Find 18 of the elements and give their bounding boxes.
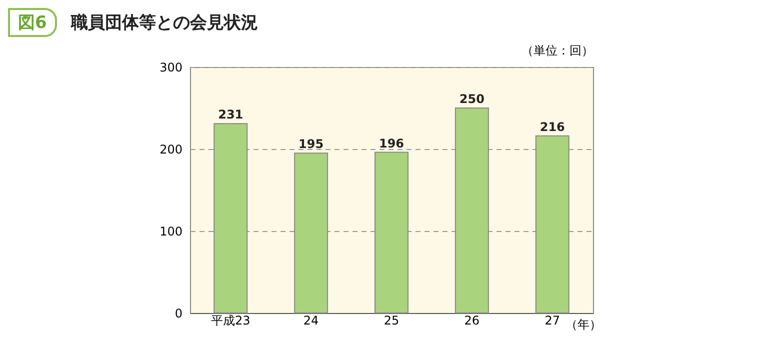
y-tick-label: 100 [160,224,182,238]
y-tick-label: 0 [174,306,182,320]
data-label: 196 [378,136,404,150]
data-label: 195 [298,137,324,152]
x-tick-label: 平成23 [210,314,250,328]
y-tick-label: 300 [160,60,182,74]
chart-title: 職員団体等との会見状況 [70,12,258,34]
y-tick-label: 200 [160,142,182,156]
x-tick-label: 24 [303,314,319,328]
data-label: 250 [459,92,484,106]
data-label: 216 [540,120,565,134]
caption: 図6 [8,8,57,37]
x-tick-label: 26 [464,314,480,328]
data-label: 231 [218,108,244,122]
x-axis-title: （年） [566,318,602,332]
y-axis-title: （単位：回） [522,44,594,58]
x-tick-label: 27 [544,314,560,328]
x-tick-label: 25 [384,314,400,328]
